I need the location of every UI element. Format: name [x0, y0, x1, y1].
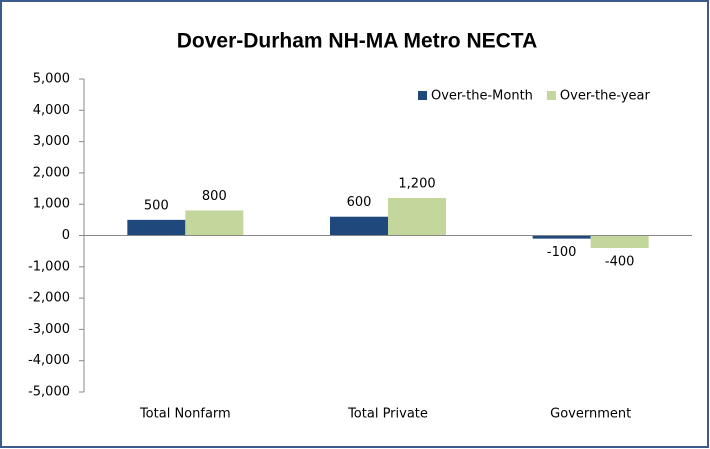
legend-label: Over-the-Month — [431, 89, 533, 104]
bar — [330, 216, 388, 236]
bar — [532, 235, 591, 239]
bar — [127, 219, 186, 236]
data-label: -100 — [547, 245, 577, 260]
y-tick-label: 4,000 — [33, 103, 70, 118]
legend-label: Over-the-year — [560, 89, 651, 104]
y-tick-label: -4,000 — [28, 353, 70, 368]
x-tick-label: Government — [550, 407, 631, 422]
bar — [590, 235, 649, 249]
bar — [185, 210, 244, 236]
y-tick-label: 2,000 — [33, 165, 70, 180]
bar — [388, 197, 446, 236]
y-tick-label: 3,000 — [33, 134, 70, 149]
y-tick-label: -1,000 — [28, 259, 70, 274]
y-tick-label: -2,000 — [28, 291, 70, 306]
x-tick-label: Total Nonfarm — [139, 407, 231, 422]
data-label: 600 — [347, 195, 372, 210]
y-tick-label: 0 — [62, 228, 70, 243]
y-tick-label: 1,000 — [33, 197, 70, 212]
chart-title: Dover-Durham NH-MA Metro NECTA — [177, 30, 538, 53]
legend-swatch — [418, 91, 427, 100]
x-tick-label: Total Private — [347, 407, 428, 422]
legend-swatch — [546, 91, 556, 100]
data-label: 800 — [202, 189, 227, 204]
data-label: -400 — [605, 255, 635, 270]
y-tick-label: -3,000 — [28, 322, 70, 337]
y-tick-label: -5,000 — [28, 385, 70, 400]
data-label: 500 — [144, 198, 169, 213]
data-label: 1,200 — [398, 176, 435, 191]
y-tick-label: 5,000 — [33, 72, 70, 87]
